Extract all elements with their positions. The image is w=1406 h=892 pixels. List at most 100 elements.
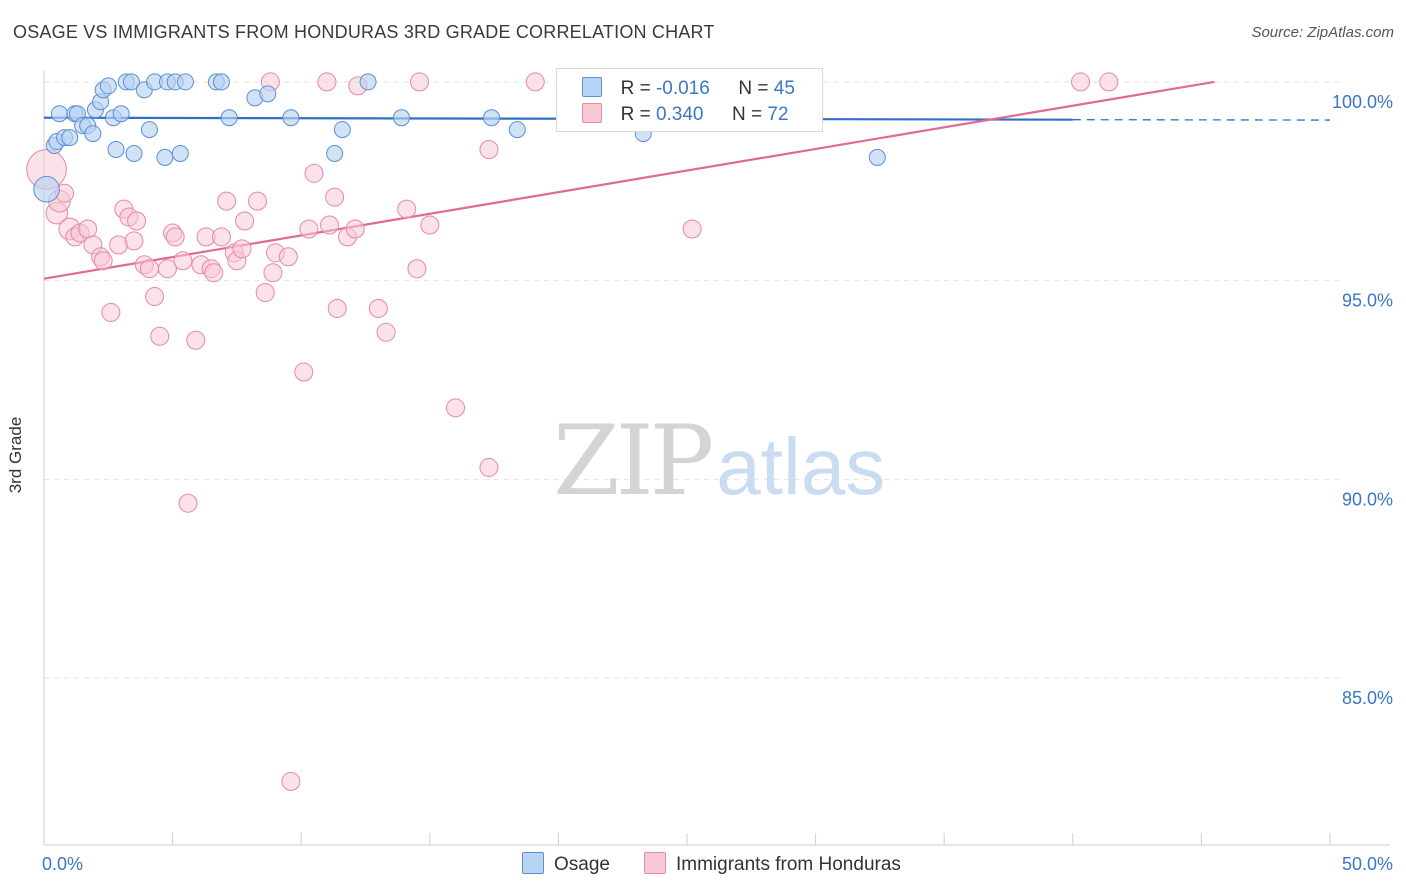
honduras-point: [317, 72, 337, 92]
honduras-point: [78, 219, 98, 239]
honduras-point: [325, 187, 345, 207]
stats-legend: R = -0.016 N = 45 R = 0.340 N = 72: [556, 68, 823, 132]
osage-point: [61, 129, 79, 147]
honduras-point: [186, 330, 206, 350]
honduras-point: [376, 322, 396, 342]
honduras-point: [281, 771, 301, 791]
honduras-point: [255, 283, 275, 303]
osage-point: [333, 121, 351, 139]
legend-osage-r-value: -0.016: [655, 78, 710, 99]
osage-point: [112, 105, 130, 123]
honduras-point: [682, 219, 702, 239]
osage-point: [140, 121, 158, 139]
osage-point: [84, 125, 102, 143]
osage-point: [122, 73, 140, 91]
honduras-point: [407, 259, 427, 279]
honduras-point: [410, 72, 430, 92]
osage-point: [33, 175, 60, 203]
axes: [43, 70, 1390, 846]
legend-honduras-n-value: 72: [767, 104, 789, 125]
honduras-point: [479, 139, 499, 159]
y-tick-label: 85.0%: [1342, 688, 1393, 708]
osage-point: [176, 73, 194, 91]
legend-honduras-r-value: 0.340: [655, 104, 704, 125]
osage-point: [359, 73, 377, 91]
watermark-zip: ZIP: [553, 405, 714, 517]
honduras-point: [150, 326, 170, 346]
honduras-point: [101, 302, 121, 322]
honduras-point: [263, 263, 283, 283]
osage-point: [220, 109, 238, 127]
honduras-point: [299, 219, 319, 239]
honduras-point: [327, 298, 347, 318]
honduras-swatch: [582, 103, 602, 123]
osage-point: [326, 144, 344, 162]
osage-point: [171, 144, 189, 162]
grid-lines: [44, 81, 1342, 679]
honduras-point: [304, 163, 324, 183]
honduras-point: [165, 227, 185, 247]
watermark-atlas: atlas: [716, 422, 886, 511]
legend-honduras-n-label: N =: [732, 104, 768, 125]
osage-point: [50, 105, 68, 123]
honduras-point: [420, 215, 440, 235]
x-tick-label: 0.0%: [42, 854, 83, 874]
bottom-legend-osage: Osage: [522, 852, 610, 876]
osage-point: [107, 140, 125, 158]
tick-labels: 100.0% 95.0% 90.0% 85.0% 0.0% 50.0%: [42, 92, 1393, 874]
bottom-legend-honduras: Immigrants from Honduras: [644, 852, 901, 876]
honduras-point: [397, 199, 417, 219]
x-tick-label: 50.0%: [1342, 854, 1393, 874]
honduras-point: [232, 239, 252, 259]
honduras-point: [145, 287, 165, 307]
osage-point: [156, 148, 174, 166]
honduras-point: [278, 247, 298, 267]
y-tick-label: 90.0%: [1342, 489, 1393, 509]
honduras-point: [446, 398, 466, 418]
legend-honduras-r-label: R =: [620, 104, 656, 125]
watermark: ZIPatlas: [553, 405, 885, 517]
chart-title: OSAGE VS IMMIGRANTS FROM HONDURAS 3RD GR…: [13, 22, 715, 42]
honduras-point: [124, 231, 144, 251]
honduras-point: [173, 251, 193, 271]
honduras-point: [1071, 72, 1091, 92]
bottom-legend-honduras-label: Immigrants from Honduras: [676, 854, 901, 875]
osage-points: [33, 73, 886, 203]
source-label: Source: ZipAtlas.com: [1251, 24, 1394, 41]
osage-point: [282, 109, 300, 127]
honduras-point: [211, 227, 231, 247]
honduras-point: [127, 211, 147, 231]
osage-point: [259, 85, 277, 103]
osage-point: [99, 77, 117, 95]
honduras-point: [93, 251, 113, 271]
honduras-point: [479, 457, 499, 477]
honduras-point: [345, 219, 365, 239]
honduras-point: [247, 191, 267, 211]
honduras-point: [368, 298, 388, 318]
legend-row-osage: R = -0.016 N = 45: [582, 77, 795, 99]
y-axis-label: 3rd Grade: [6, 416, 25, 494]
honduras-point: [235, 211, 255, 231]
osage-point: [393, 109, 411, 127]
honduras-point: [217, 191, 237, 211]
honduras-point: [525, 72, 545, 92]
y-tick-label: 95.0%: [1342, 291, 1393, 311]
osage-point: [508, 121, 526, 139]
y-tick-label: 100.0%: [1332, 92, 1393, 112]
honduras-point: [157, 259, 177, 279]
bottom-honduras-swatch: [644, 852, 666, 874]
osage-swatch: [582, 77, 602, 97]
honduras-point: [319, 215, 339, 235]
honduras-point: [1099, 72, 1119, 92]
osage-point: [212, 73, 230, 91]
legend-osage-r-label: R =: [620, 78, 656, 99]
legend-row-honduras: R = 0.340 N = 72: [582, 103, 789, 125]
honduras-point: [204, 263, 224, 283]
osage-point: [125, 144, 143, 162]
bottom-osage-swatch: [522, 852, 544, 874]
honduras-point: [139, 259, 159, 279]
osage-point: [483, 109, 501, 127]
honduras-point: [178, 493, 198, 513]
osage-point: [868, 148, 886, 166]
